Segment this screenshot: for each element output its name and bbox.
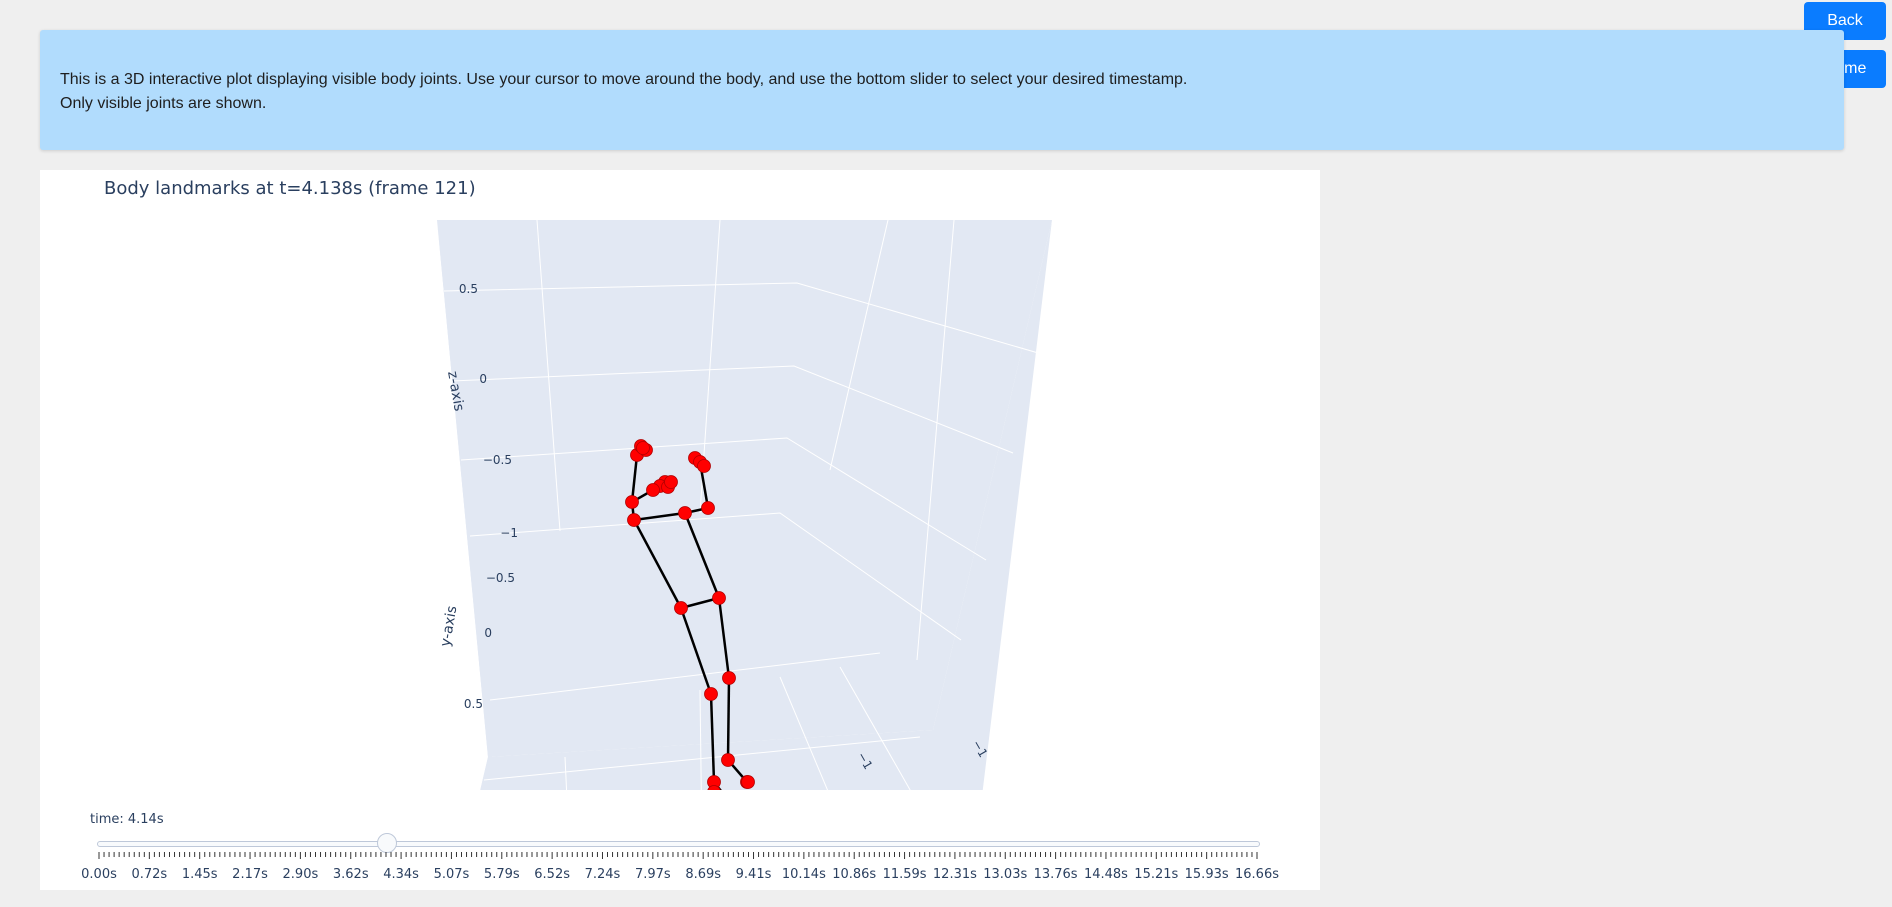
joint-marker[interactable] xyxy=(697,459,711,473)
side-plane xyxy=(437,220,492,790)
joint-marker[interactable] xyxy=(741,775,755,789)
y-tick-label: 0.5 xyxy=(464,697,483,711)
grid-line xyxy=(460,437,987,561)
grid-line xyxy=(536,219,561,532)
grid-line xyxy=(839,666,911,790)
slider-tick-label[interactable]: 5.79s xyxy=(484,867,520,882)
slider-minor-ticks xyxy=(98,852,1258,859)
slider-tick-label[interactable]: 12.31s xyxy=(933,867,977,882)
slider-tick-label[interactable]: 10.86s xyxy=(832,867,876,882)
slider-tick-label[interactable]: 7.24s xyxy=(585,867,621,882)
slider-tick-label[interactable]: 1.45s xyxy=(182,867,218,882)
slider-tick-axis: 0.00s 0.72s 1.45s 2.17s 2.90s 3.62s 4.34s 5.07s… xyxy=(81,852,1279,882)
joint-marker[interactable] xyxy=(627,513,641,527)
slider-tick-label[interactable]: 0.00s xyxy=(81,867,117,882)
slider-tick-label[interactable]: 16.66s xyxy=(1235,867,1279,882)
slider-tick-label[interactable]: 6.52s xyxy=(534,867,570,882)
joint-marker[interactable] xyxy=(674,601,688,615)
grid-lines xyxy=(443,219,1053,790)
skeleton-joints xyxy=(625,439,755,791)
joint-marker[interactable] xyxy=(646,483,660,497)
grid-line xyxy=(779,676,829,790)
joint-marker[interactable] xyxy=(704,687,718,701)
slider-tick-label[interactable]: 2.90s xyxy=(283,867,319,882)
bone-segment xyxy=(679,607,713,695)
joint-marker[interactable] xyxy=(712,591,726,605)
slider-tick-label[interactable]: 7.97s xyxy=(635,867,671,882)
axis-ticks: 0.5 0 −0.5 −1 −0.5 0 0.5 −1 −1 z-axis y-… xyxy=(438,282,991,772)
slider-tick-label[interactable]: 14.48s xyxy=(1084,867,1128,882)
slider-tick-label[interactable]: 9.41s xyxy=(736,867,772,882)
z-tick-label: −0.5 xyxy=(483,453,512,467)
grid-line xyxy=(829,219,889,471)
3d-scene[interactable]: 0.5 0 −0.5 −1 −0.5 0 0.5 −1 −1 z-axis y-… xyxy=(40,170,1320,790)
z-axis-label: z-axis xyxy=(444,370,467,413)
slider-tick-label[interactable]: 15.21s xyxy=(1134,867,1178,882)
bone-segment xyxy=(717,597,731,679)
y-axis-label: y-axis xyxy=(438,605,461,648)
chart-title: Body landmarks at t=4.138s (frame 121) xyxy=(104,178,476,199)
slider-tick-label[interactable]: 3.62s xyxy=(333,867,369,882)
plot-card: Body landmarks at t=4.138s (frame 121) xyxy=(40,170,1320,890)
joint-marker[interactable] xyxy=(707,785,721,791)
info-text-line-1: This is a 3D interactive plot displaying… xyxy=(60,71,1188,88)
grid-line xyxy=(564,756,568,790)
time-slider-handle[interactable] xyxy=(376,833,397,853)
grid-line xyxy=(443,282,1053,358)
slider-tick-label[interactable]: 13.03s xyxy=(983,867,1027,882)
slider-tick-label[interactable]: 10.14s xyxy=(782,867,826,882)
grid-line xyxy=(451,365,1014,454)
info-text-line-2: Only visible joints are shown. xyxy=(60,95,267,112)
joint-marker[interactable] xyxy=(722,671,736,685)
z-tick-label: 0.5 xyxy=(459,282,478,296)
bone-segment xyxy=(632,519,683,609)
slider-tick-label[interactable]: 8.69s xyxy=(685,867,721,882)
bone-segment xyxy=(709,693,716,783)
slider-tick-label[interactable]: 4.34s xyxy=(383,867,419,882)
info-banner: This is a 3D interactive plot displaying… xyxy=(40,30,1844,150)
bone-segment xyxy=(630,454,639,503)
grid-line xyxy=(699,689,702,790)
grid-line xyxy=(489,652,881,701)
time-slider-track[interactable] xyxy=(97,841,1260,847)
slider-tick-label[interactable]: 2.17s xyxy=(232,867,268,882)
grid-line xyxy=(483,736,921,781)
slider-tick-label[interactable]: 13.76s xyxy=(1034,867,1078,882)
grid-line xyxy=(916,219,955,661)
back-wall-plane xyxy=(437,220,1052,757)
slider-current-value: time: 4.14s xyxy=(90,812,164,827)
bone-segment xyxy=(726,677,731,761)
slider-tick-label[interactable]: 5.07s xyxy=(434,867,470,882)
joint-marker[interactable] xyxy=(664,475,678,489)
grid-line xyxy=(469,512,962,641)
slider-major-ticks: 0.00s 0.72s 1.45s 2.17s 2.90s 3.62s 4.34s 5.07s… xyxy=(81,867,1279,882)
y-tick-label: 0 xyxy=(484,626,492,640)
joint-marker[interactable] xyxy=(678,506,692,520)
y-tick-label: −0.5 xyxy=(486,571,515,585)
joint-marker[interactable] xyxy=(636,441,650,455)
z-tick-label: 0 xyxy=(479,372,487,386)
slider-tick-label[interactable]: 0.72s xyxy=(131,867,167,882)
slider-tick-label[interactable]: 15.93s xyxy=(1185,867,1229,882)
slider-tick-label[interactable]: 11.59s xyxy=(883,867,927,882)
z-tick-label: −1 xyxy=(500,526,518,540)
bone-segment xyxy=(683,512,721,599)
bone-segment xyxy=(633,511,686,522)
joint-marker[interactable] xyxy=(625,495,639,509)
joint-marker[interactable] xyxy=(701,501,715,515)
joint-marker[interactable] xyxy=(721,753,735,767)
